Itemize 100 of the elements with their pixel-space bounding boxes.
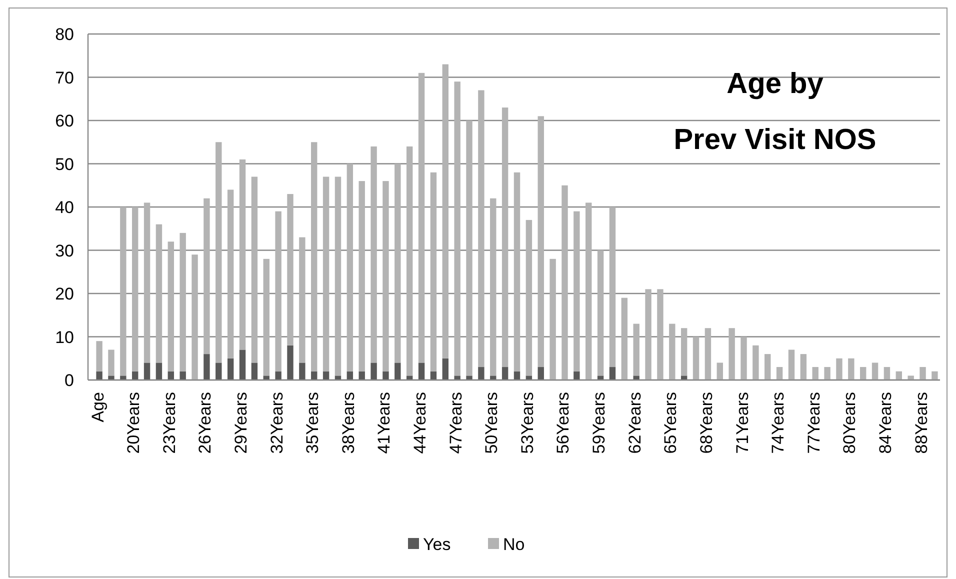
- bar: [752, 345, 759, 380]
- bar: [382, 181, 389, 372]
- bar: [764, 354, 771, 380]
- bar: [394, 164, 401, 363]
- y-tick-label: 20: [55, 284, 74, 304]
- bar: [346, 164, 354, 372]
- x-tick-label: 38Years: [338, 392, 358, 454]
- bar: [227, 190, 234, 358]
- bar: [394, 362, 401, 380]
- bar: [108, 376, 114, 380]
- bar: [836, 358, 842, 380]
- x-tick-label: 80Years: [840, 392, 860, 454]
- bar: [776, 367, 783, 380]
- x-tick-label: 20Years: [124, 392, 144, 454]
- bar: [358, 181, 365, 372]
- bar: [120, 207, 126, 376]
- x-tick-label: 56Years: [554, 392, 573, 454]
- bar: [442, 358, 448, 380]
- bar: [251, 176, 258, 363]
- bar: [574, 211, 580, 372]
- bar: [334, 176, 342, 376]
- bar: [502, 367, 508, 380]
- bar: [216, 142, 222, 363]
- bar: [884, 367, 890, 380]
- bar: [609, 207, 616, 368]
- bar: [132, 207, 138, 372]
- bar: [96, 341, 102, 372]
- bar: [692, 336, 700, 380]
- bar: [800, 354, 807, 380]
- y-tick-label: 80: [55, 25, 74, 44]
- bar: [156, 362, 162, 380]
- bar: [788, 350, 795, 380]
- bar: [597, 376, 604, 380]
- bar: [239, 159, 246, 350]
- bar: [430, 172, 437, 372]
- bar: [454, 82, 460, 376]
- bar: [680, 376, 688, 380]
- bar: [322, 176, 330, 372]
- bar: [287, 194, 294, 346]
- bar: [180, 371, 186, 380]
- bar: [812, 367, 818, 380]
- bar: [275, 211, 282, 372]
- bar: [704, 328, 712, 380]
- x-tick-label: 88Years: [912, 392, 931, 454]
- bar: [227, 358, 234, 380]
- x-tick-label: 65Years: [661, 392, 680, 454]
- bar: [204, 354, 210, 380]
- bar: [526, 220, 532, 376]
- x-tick-label: 47Years: [446, 392, 466, 454]
- bar: [514, 172, 520, 372]
- bar: [466, 120, 472, 376]
- x-tick-label: 32Years: [267, 392, 286, 454]
- x-tick-label: 62Years: [625, 392, 644, 454]
- bar: [716, 362, 723, 380]
- bar: [168, 242, 174, 372]
- bar: [108, 350, 114, 376]
- bar: [251, 362, 258, 380]
- legend-label: No: [503, 535, 525, 554]
- bar: [920, 367, 926, 380]
- x-tick-label: 53Years: [518, 392, 537, 454]
- bar: [597, 250, 604, 376]
- bar: [263, 376, 270, 380]
- bar: [466, 376, 472, 380]
- bar: [370, 146, 377, 363]
- y-tick-label: 60: [55, 112, 74, 130]
- bar: [824, 367, 830, 380]
- bar: [180, 232, 186, 372]
- y-tick-label: 50: [55, 154, 74, 174]
- bar: [872, 362, 878, 380]
- x-tick-label: 44Years: [410, 392, 430, 454]
- bar: [669, 324, 676, 380]
- y-tick-label: 10: [55, 328, 74, 347]
- bar: [645, 289, 652, 380]
- bar: [562, 185, 568, 380]
- x-tick-label: 68Years: [696, 392, 716, 454]
- bar: [586, 202, 592, 380]
- bar: [275, 371, 282, 380]
- bar: [908, 376, 914, 380]
- bar: [860, 367, 866, 380]
- bar: [454, 376, 460, 380]
- bar: [490, 198, 496, 376]
- x-tick-label: 59Years: [590, 392, 609, 454]
- legend-label: Yes: [423, 535, 451, 554]
- text: Age by Prev Visit NOS: [674, 68, 876, 156]
- x-tick-label: 35Years: [303, 392, 322, 454]
- bar: [239, 350, 246, 380]
- bar: [740, 336, 747, 380]
- bar: [287, 345, 294, 380]
- bar: [538, 367, 544, 380]
- bar: [418, 72, 425, 363]
- bar: [728, 328, 735, 380]
- x-tick-label: 29Years: [232, 392, 251, 454]
- bar: [370, 362, 377, 380]
- bar: [311, 142, 318, 372]
- bar: [538, 116, 544, 368]
- bar: [156, 224, 162, 363]
- bar: [932, 371, 938, 380]
- bar: [192, 254, 198, 380]
- bar: [299, 362, 306, 380]
- bar: [478, 367, 484, 380]
